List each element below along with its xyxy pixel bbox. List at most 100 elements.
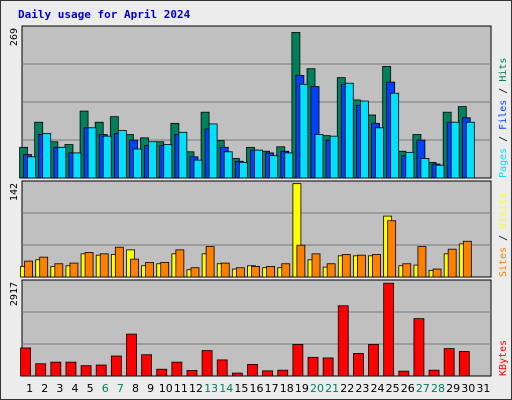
ymax-label: 142 (9, 183, 20, 201)
bar-kbytes-day-15 (231, 372, 243, 377)
day-label-11: 11 (174, 382, 188, 395)
day-label-23: 23 (355, 382, 369, 395)
day-label-5: 5 (87, 382, 94, 395)
legend-hits: Hits (498, 58, 509, 82)
day-label-16: 16 (250, 382, 264, 395)
bar-kbytes-day-14 (216, 359, 228, 377)
bar-sites-day-23 (357, 254, 366, 278)
day-label-17: 17 (265, 382, 279, 395)
bar-sites-day-27 (417, 246, 427, 278)
bar-pages-day-2 (42, 132, 52, 179)
bar-pages-day-3 (57, 146, 67, 179)
legend-visits: Visits (498, 193, 509, 229)
bar-sites-day-22 (341, 254, 351, 278)
bar-pages-day-17 (269, 155, 279, 179)
day-label-12: 12 (189, 382, 203, 395)
legend-hits-files-pages: Pages / Files / Hits (498, 58, 509, 178)
plot-area-kbytes (21, 279, 492, 377)
day-label-19: 19 (295, 382, 309, 395)
bar-sites-day-3 (54, 263, 64, 278)
bar-pages-day-4 (72, 152, 82, 179)
bar-kbytes-day-1 (20, 347, 31, 377)
bar-sites-day-14 (220, 262, 230, 278)
bar-sites-day-2 (39, 256, 49, 278)
bar-kbytes-day-12 (186, 370, 198, 377)
day-label-13: 13 (204, 382, 218, 395)
bar-sites-day-18 (281, 263, 291, 278)
day-label-3: 3 (56, 382, 63, 395)
bar-sites-day-24 (372, 254, 381, 278)
bar-kbytes-day-29 (443, 348, 455, 377)
bar-kbytes-day-20 (307, 356, 319, 377)
bar-kbytes-day-7 (110, 355, 122, 377)
day-label-26: 26 (401, 382, 415, 395)
day-label-7: 7 (117, 382, 124, 395)
day-label-18: 18 (280, 382, 294, 395)
bar-pages-day-23 (360, 100, 369, 179)
day-label-31: 31 (476, 382, 490, 395)
day-label-14: 14 (219, 382, 233, 395)
bar-pages-day-11 (178, 131, 188, 179)
legend-separator: / (498, 130, 509, 148)
bar-pages-day-7 (117, 130, 127, 179)
day-label-10: 10 (159, 382, 173, 395)
bar-sites-day-20 (311, 253, 321, 278)
bar-pages-day-26 (405, 151, 415, 179)
legend-kbytes: KBytes (498, 340, 509, 376)
day-label-21: 21 (325, 382, 339, 395)
bar-pages-day-21 (329, 135, 339, 179)
bar-sites-day-12 (190, 267, 200, 278)
bar-pages-day-12 (193, 159, 203, 179)
bar-pages-day-30 (465, 121, 475, 179)
day-label-2: 2 (41, 382, 48, 395)
bar-sites-day-26 (402, 263, 412, 278)
legend-visits-sites: Sites / Visits (498, 193, 509, 277)
day-label-24: 24 (371, 382, 385, 395)
bar-sites-day-15 (235, 267, 245, 278)
day-label-28: 28 (431, 382, 445, 395)
day-label-1: 1 (26, 382, 33, 395)
legend-separator: / (498, 229, 509, 247)
day-label-6: 6 (102, 382, 109, 395)
bar-kbytes-day-2 (35, 363, 47, 377)
bar-pages-day-6 (102, 135, 112, 179)
bar-kbytes-day-9 (141, 354, 152, 377)
bar-kbytes-day-18 (277, 369, 289, 377)
day-label-30: 30 (461, 382, 475, 395)
bar-pages-day-15 (238, 161, 248, 179)
bar-sites-day-30 (462, 240, 472, 278)
day-label-29: 29 (446, 382, 460, 395)
bar-pages-day-27 (420, 158, 430, 179)
bar-sites-day-16 (251, 266, 260, 278)
bar-kbytes-day-4 (65, 361, 77, 377)
bar-pages-day-20 (314, 134, 324, 179)
bar-sites-day-1 (24, 260, 33, 278)
bar-pages-day-10 (163, 144, 173, 179)
day-label-8: 8 (132, 382, 139, 395)
bar-kbytes-day-5 (80, 365, 92, 377)
legend-separator: / (498, 82, 509, 100)
bar-sites-day-13 (205, 246, 215, 278)
bar-sites-day-4 (69, 262, 79, 278)
bar-pages-day-9 (148, 141, 157, 179)
bar-pages-day-13 (208, 123, 218, 179)
bar-sites-day-29 (447, 248, 457, 278)
bar-pages-day-25 (390, 92, 400, 179)
legend-files: Files (498, 100, 509, 130)
ymax-label: 2917 (9, 282, 20, 306)
bar-sites-day-10 (160, 262, 170, 278)
bar-pages-day-19 (299, 83, 309, 179)
bar-kbytes-day-23 (353, 353, 364, 377)
bar-kbytes-day-22 (337, 305, 349, 377)
bar-kbytes-day-10 (156, 368, 168, 377)
chart-title: Daily usage for April 2024 (18, 8, 191, 21)
bar-pages-day-14 (223, 151, 233, 179)
legend-kbytes: KBytes (498, 340, 509, 376)
bar-sites-day-11 (175, 249, 185, 278)
bar-sites-day-21 (326, 263, 336, 278)
bar-kbytes-day-25 (383, 282, 395, 377)
day-label-4: 4 (71, 382, 78, 395)
bar-pages-day-29 (450, 121, 460, 179)
day-label-20: 20 (310, 382, 324, 395)
